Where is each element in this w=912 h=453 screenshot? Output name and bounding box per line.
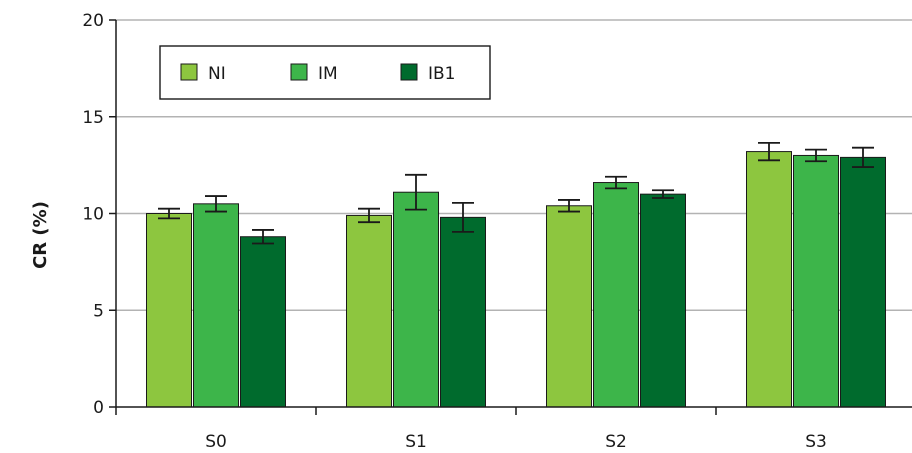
bar-ni-s1 (346, 214, 392, 408)
bar-ib1-s0 (240, 236, 286, 408)
y-axis-title: CR (%) (30, 201, 51, 269)
bar-im-s0 (193, 203, 239, 408)
y-tick-label: 0 (93, 398, 104, 418)
bar-im-s1 (393, 191, 439, 408)
x-tick-label: S3 (805, 432, 827, 452)
legend-box (159, 45, 491, 100)
bar-ib1-s3 (840, 156, 886, 408)
legend-label-ni: NI (208, 64, 226, 84)
legend-label-ib1: IB1 (428, 64, 456, 84)
error-bars (158, 141, 874, 245)
bar-im-s3 (793, 154, 839, 408)
bar-ni-s0 (146, 213, 192, 408)
y-tick-label: 20 (82, 11, 104, 31)
x-tick-label: S2 (605, 432, 627, 452)
y-tick-label: 5 (93, 301, 104, 321)
bar-ni-s3 (746, 151, 792, 408)
y-tick-label: 15 (82, 108, 104, 128)
legend-label-im: IM (318, 64, 338, 84)
legend-swatch-ni (180, 63, 198, 81)
bars (146, 151, 886, 408)
x-tick-label: S1 (405, 432, 427, 452)
legend-swatch-im (290, 63, 308, 81)
bar-im-s2 (593, 182, 639, 408)
axes: 0 5 10 15 20 S0 S1 S2 S3 (82, 11, 912, 452)
legend: NI IM IB1 (159, 45, 491, 100)
legend-swatch-ib1 (400, 63, 418, 81)
x-tick-label: S0 (205, 432, 227, 452)
bar-ib1-s1 (440, 216, 486, 408)
bar-ni-s2 (546, 205, 592, 408)
bar-ib1-s2 (640, 193, 686, 408)
y-tick-label: 10 (82, 205, 104, 225)
